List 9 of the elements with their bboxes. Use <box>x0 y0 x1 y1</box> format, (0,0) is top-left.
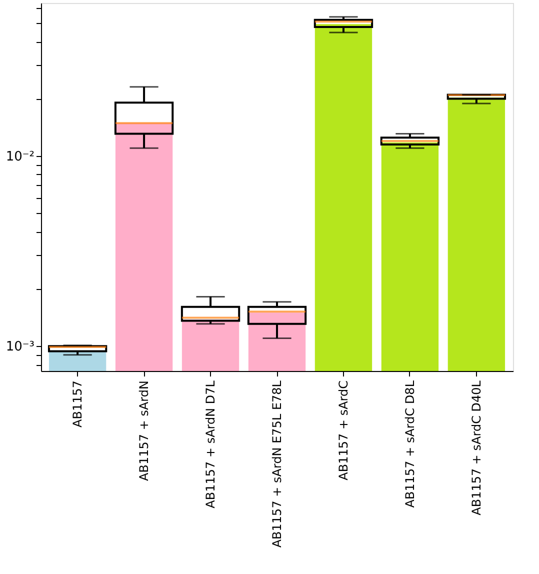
x-tick-label: AB1157 + sArdN D7L <box>204 380 218 508</box>
x-tick-label: AB1157 + sArdC D8L <box>402 380 417 508</box>
y-tick-label: 10⁻³ <box>6 340 34 355</box>
x-tick-label: AB1157 <box>70 380 85 428</box>
y-tick-label: 10⁻² <box>6 150 34 165</box>
x-tick-label: AB1157 + sArdC <box>336 380 350 480</box>
x-tick-label: AB1157 + sArdN E75L E78L <box>270 380 284 548</box>
x-tick-label: AB1157 + sArdN <box>137 380 152 481</box>
x-tick-label: AB1157 + sArdC D40L <box>469 380 484 516</box>
